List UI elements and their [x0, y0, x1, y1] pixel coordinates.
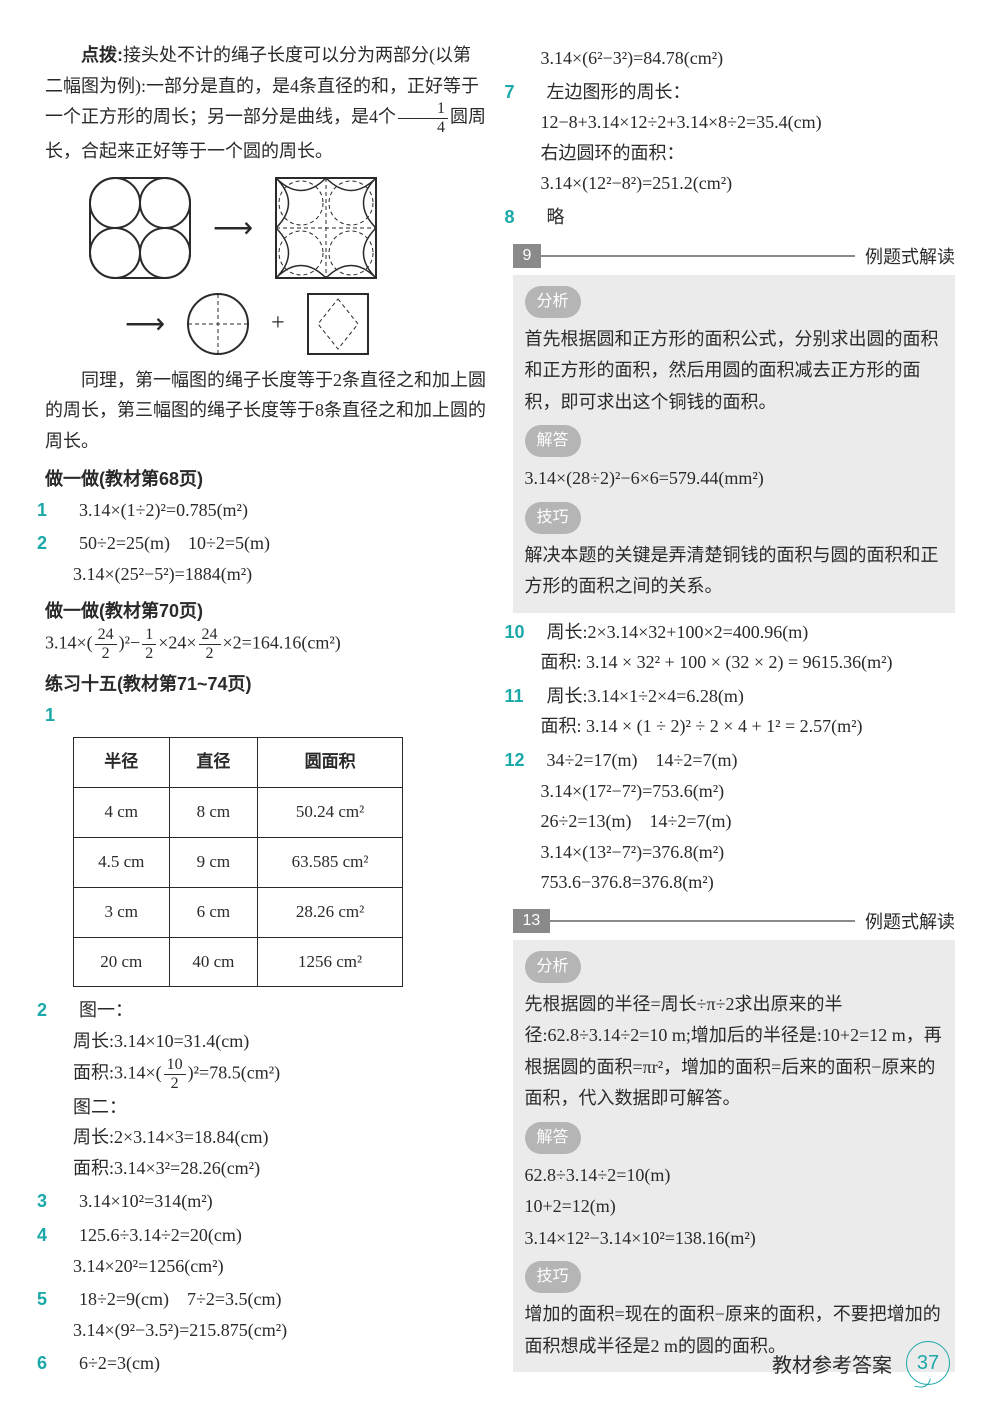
- footer-text: 教材参考答案: [772, 1349, 892, 1378]
- eq-70: 3.14×(242)²−12×24×242×2=164.16(cm²): [45, 627, 488, 662]
- item-10: 10周长:2×3.14×32+100×2=400.96(m) 面积: 3.14 …: [513, 617, 956, 678]
- page-number-badge: 37: [906, 1341, 950, 1385]
- item-1: 13.14×(1÷2)²=0.785(m²): [45, 495, 488, 526]
- plus-icon: +: [271, 310, 285, 337]
- arrow-icon: ⟶: [213, 211, 253, 245]
- item-11: 11周长:3.14×1÷2×4=6.28(m) 面积: 3.14 × (1 ÷ …: [513, 681, 956, 742]
- answer-line: 62.8÷3.14÷2=10(m): [525, 1160, 944, 1192]
- answer-text: 3.14×(28÷2)²−6×6=579.44(mm²): [525, 463, 944, 495]
- dashed-circle-icon: [183, 289, 253, 359]
- item-6: 66÷2=3(cm): [45, 1348, 488, 1379]
- example-number: 13: [513, 909, 551, 933]
- answer-pill: 解答: [525, 425, 581, 457]
- hint-para: 点拨:接头处不计的绳子长度可以分为两部分(以第二幅图为例):一部分是直的，是4条…: [45, 40, 488, 167]
- dashed-square-icon: [303, 289, 373, 359]
- left-column: 点拨:接头处不计的绳子长度可以分为两部分(以第二幅图为例):一部分是直的，是4条…: [45, 40, 488, 1382]
- hint-label: 点拨:: [81, 45, 123, 65]
- r-top: 3.14×(6²−3²)=84.78(cm²): [513, 43, 956, 74]
- answer-line: 3.14×12²−3.14×10²=138.16(m²): [525, 1223, 944, 1255]
- answer-pill: 解答: [525, 1122, 581, 1154]
- table-header: 半径: [74, 737, 170, 787]
- example-label: 例题式解读: [855, 908, 955, 934]
- item-3: 33.14×10²=314(m²): [45, 1186, 488, 1217]
- analysis-pill: 分析: [525, 951, 581, 983]
- item-7: 7左边图形的周长： 12−8+3.14×12÷2+3.14×8÷2=35.4(c…: [513, 77, 956, 199]
- right-column: 3.14×(6²−3²)=84.78(cm²) 7左边图形的周长： 12−8+3…: [513, 40, 956, 1382]
- item-4: 4125.6÷3.14÷2=20(cm) 3.14×20²=1256(cm²): [45, 1220, 488, 1281]
- section-title: 练习十五(教材第71~74页): [45, 670, 488, 696]
- item-8: 8略: [513, 202, 956, 233]
- arrow-icon: ⟶: [125, 307, 165, 341]
- answer-line: 10+2=12(m): [525, 1191, 944, 1223]
- table-header: 圆面积: [258, 737, 403, 787]
- page-footer: 教材参考答案 37: [772, 1341, 950, 1385]
- analysis-text: 先根据圆的半径=周长÷π÷2求出原来的半径:62.8÷3.14÷2=10 m;增…: [525, 989, 944, 1115]
- example-number: 9: [513, 244, 542, 268]
- section-title: 做一做(教材第70页): [45, 597, 488, 623]
- item-12: 1234÷2=17(m) 14÷2=7(m) 3.14×(17²−7²)=753…: [513, 745, 956, 898]
- table-header: 直径: [169, 737, 258, 787]
- analysis-pill: 分析: [525, 286, 581, 318]
- skill-pill: 技巧: [525, 502, 581, 534]
- fraction: 14: [398, 101, 448, 136]
- item-2b: 2图一： 周长:3.14×10=31.4(cm) 面积:3.14×(102)²=…: [45, 995, 488, 1183]
- hint-para-2: 同理，第一幅图的绳子长度等于2条直径之和加上圆的周长，第三幅图的绳子长度等于8条…: [45, 365, 488, 457]
- skill-pill: 技巧: [525, 1261, 581, 1293]
- analysis-text: 首先根据圆和正方形的面积公式，分别求出圆的面积和正方形的面积，然后用圆的面积减去…: [525, 324, 944, 419]
- item-2: 250÷2=25(m) 10÷2=5(m) 3.14×(25²−5²)=1884…: [45, 528, 488, 589]
- item-table: 1 半径 直径 圆面积 4 cm8 cm50.24 cm² 4.5 cm9 cm…: [45, 700, 488, 987]
- square-dashed-circles-icon: [271, 173, 381, 283]
- example-box-13: 分析 先根据圆的半径=周长÷π÷2求出原来的半径:62.8÷3.14÷2=10 …: [513, 940, 956, 1373]
- example-header-13: 13 例题式解读: [513, 908, 956, 934]
- diagram-row-1: ⟶: [85, 173, 488, 283]
- radius-table: 半径 直径 圆面积 4 cm8 cm50.24 cm² 4.5 cm9 cm63…: [73, 737, 403, 987]
- section-title: 做一做(教材第68页): [45, 465, 488, 491]
- example-label: 例题式解读: [855, 243, 955, 269]
- example-header-9: 9 例题式解读: [513, 243, 956, 269]
- example-box-9: 分析 首先根据圆和正方形的面积公式，分别求出圆的面积和正方形的面积，然后用圆的面…: [513, 275, 956, 613]
- diagram-row-2: ⟶ +: [125, 289, 488, 359]
- skill-text: 解决本题的关键是弄清楚铜钱的面积与圆的面积和正方形的面积之间的关系。: [525, 540, 944, 603]
- item-5: 518÷2=9(cm) 7÷2=3.5(cm) 3.14×(9²−3.5²)=2…: [45, 1284, 488, 1345]
- four-circles-icon: [85, 173, 195, 283]
